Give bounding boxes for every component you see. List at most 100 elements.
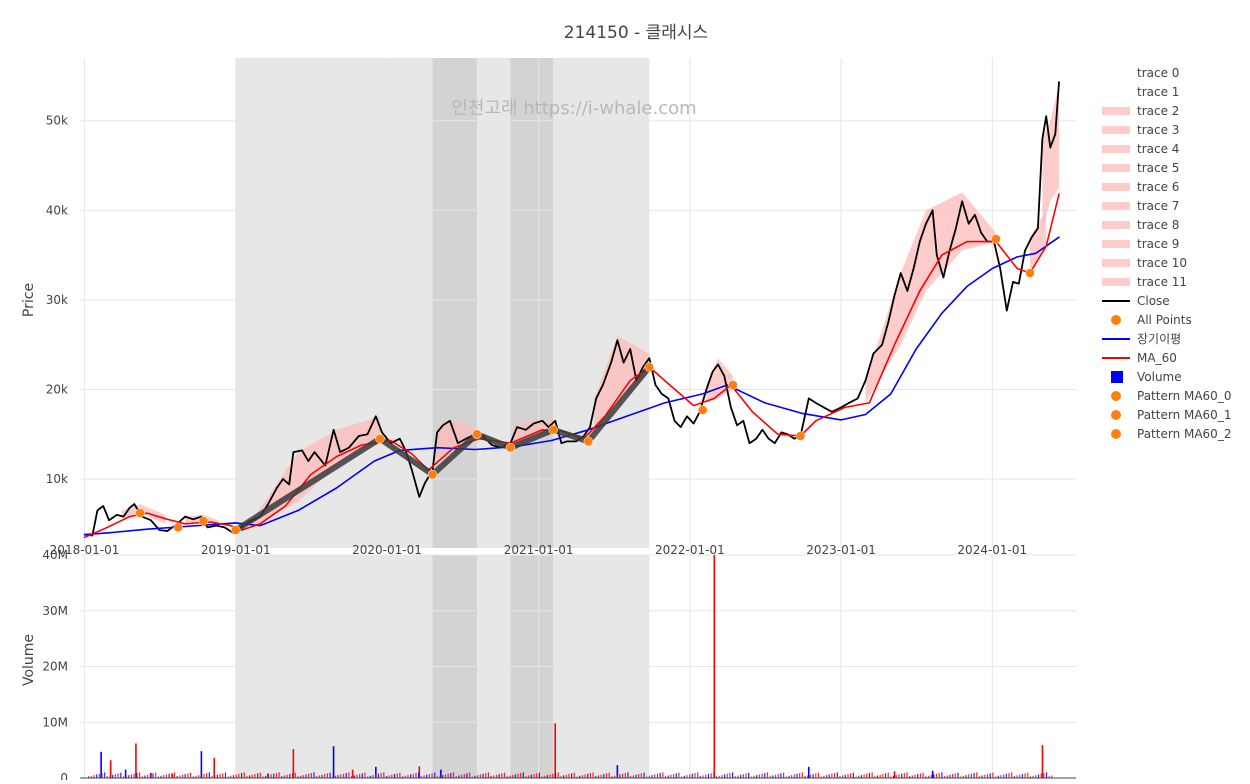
volume-bar-minor xyxy=(968,774,970,778)
volume-bar-minor xyxy=(756,775,758,778)
volume-bar-minor xyxy=(364,772,366,778)
all-points-marker-11 xyxy=(697,405,708,415)
volume-bar-minor xyxy=(114,774,117,778)
volume-bar-minor xyxy=(860,775,862,778)
price-tick-label: 40k xyxy=(46,203,68,217)
volume-bar-minor xyxy=(294,772,296,778)
x-tick-label: 2019-01-01 xyxy=(201,543,271,557)
volume-bar-minor xyxy=(359,774,361,778)
volume-bar-minor xyxy=(219,774,221,778)
volume-bar-minor xyxy=(552,773,554,778)
volume-bar-minor xyxy=(627,772,629,778)
volume-bar-minor xyxy=(536,773,538,778)
volume-bar-minor xyxy=(227,776,229,778)
volume-bar-minor xyxy=(214,775,216,778)
legend-entry-label: trace 4 xyxy=(1137,142,1179,156)
volume-bar-minor xyxy=(648,775,651,778)
volume-bar-minor xyxy=(133,773,135,778)
volume-bar-minor xyxy=(638,774,640,778)
volume-bar-19 xyxy=(893,771,896,778)
volume-bar-minor xyxy=(557,772,559,778)
volume-bar-minor xyxy=(533,774,535,778)
volume-bar-minor xyxy=(973,773,975,778)
volume-bar-minor xyxy=(498,774,500,778)
volume-bar-minor xyxy=(356,774,358,778)
volume-bar-minor xyxy=(823,775,825,778)
legend-swatch-band xyxy=(1102,221,1130,229)
volume-bar-minor xyxy=(871,772,873,778)
volume-bar-minor xyxy=(785,776,787,778)
volume-bar-minor xyxy=(646,776,648,778)
volume-bar-minor xyxy=(954,773,956,778)
volume-bar-minor xyxy=(782,772,785,778)
volume-bar-minor xyxy=(165,774,168,778)
volume-bar-minor xyxy=(1000,775,1002,778)
volume-bar-minor xyxy=(401,776,404,778)
volume-bar-minor xyxy=(662,772,664,778)
volume-bar-minor xyxy=(960,776,962,778)
volume-bar-minor xyxy=(828,774,830,778)
volume-bar-minor xyxy=(141,776,143,778)
volume-bar-minor xyxy=(707,774,710,778)
volume-bar-minor xyxy=(949,774,951,778)
volume-bar-minor xyxy=(275,773,278,778)
band-trace-9 xyxy=(865,192,996,403)
volume-bar-2 xyxy=(124,769,127,778)
volume-bar-minor xyxy=(342,773,345,778)
volume-bar-minor xyxy=(305,774,307,778)
volume-bar-minor xyxy=(511,775,514,778)
volume-bar-minor xyxy=(589,773,591,778)
volume-bar-minor xyxy=(442,775,444,778)
volume-bar-minor xyxy=(299,775,302,778)
all-points-marker-12 xyxy=(728,380,738,390)
volume-bar-minor xyxy=(976,772,978,778)
legend-entry-label: trace 5 xyxy=(1137,161,1179,175)
volume-bar-minor xyxy=(493,775,495,778)
volume-bar-minor xyxy=(313,772,315,778)
volume-bar-minor xyxy=(952,774,954,778)
legend-swatch-dot xyxy=(1111,391,1121,401)
volume-bar-minor xyxy=(109,775,111,778)
volume-bar-minor xyxy=(571,773,573,778)
volume-bar-minor xyxy=(479,774,481,778)
volume-bar-minor xyxy=(117,773,119,778)
volume-bar-minor xyxy=(879,774,881,778)
all-points-marker-5 xyxy=(427,469,438,480)
volume-bar-minor xyxy=(168,773,170,778)
volume-bar-minor xyxy=(764,773,766,778)
volume-bar-minor xyxy=(195,775,197,778)
x-tick-label: 2018-01-01 xyxy=(50,543,120,557)
volume-bar-minor xyxy=(517,773,519,778)
volume-bar-minor xyxy=(640,773,642,778)
legend-entry-label: trace 1 xyxy=(1137,85,1179,99)
legend-swatch-dot xyxy=(1111,429,1121,439)
volume-bar-minor xyxy=(506,776,508,778)
legend-swatch-band xyxy=(1102,126,1130,134)
volume-bar-minor xyxy=(562,775,565,778)
volume-bar-minor xyxy=(426,774,428,778)
volume-bar-minor xyxy=(970,773,973,778)
volume-bar-minor xyxy=(595,776,597,778)
price-tick-label: 50k xyxy=(46,114,68,128)
volume-bar-minor xyxy=(120,772,122,778)
volume-bar-minor xyxy=(656,773,659,778)
volume-bar-minor xyxy=(1051,775,1053,778)
volume-bar-minor xyxy=(128,775,130,778)
volume-bar-minor xyxy=(678,772,680,778)
volume-bar-minor xyxy=(136,773,138,778)
volume-bar-minor xyxy=(667,775,669,778)
all-points-marker-4 xyxy=(375,433,385,444)
volume-bar-minor xyxy=(163,775,165,778)
volume-bar-minor xyxy=(753,775,755,778)
volume-bar-minor xyxy=(839,776,841,778)
volume-bar-minor xyxy=(232,775,235,778)
volume-bar-minor xyxy=(420,776,422,778)
legend-swatch-band xyxy=(1102,240,1130,248)
volume-bar-minor xyxy=(675,773,677,778)
x-tick-label: 2022-01-01 xyxy=(655,543,725,557)
volume-bar-minor xyxy=(672,774,675,778)
all-points-marker-6 xyxy=(472,429,482,439)
volume-bar-5 xyxy=(171,774,174,778)
volume-bar-minor xyxy=(683,775,685,778)
volume-bar-minor xyxy=(259,772,261,778)
